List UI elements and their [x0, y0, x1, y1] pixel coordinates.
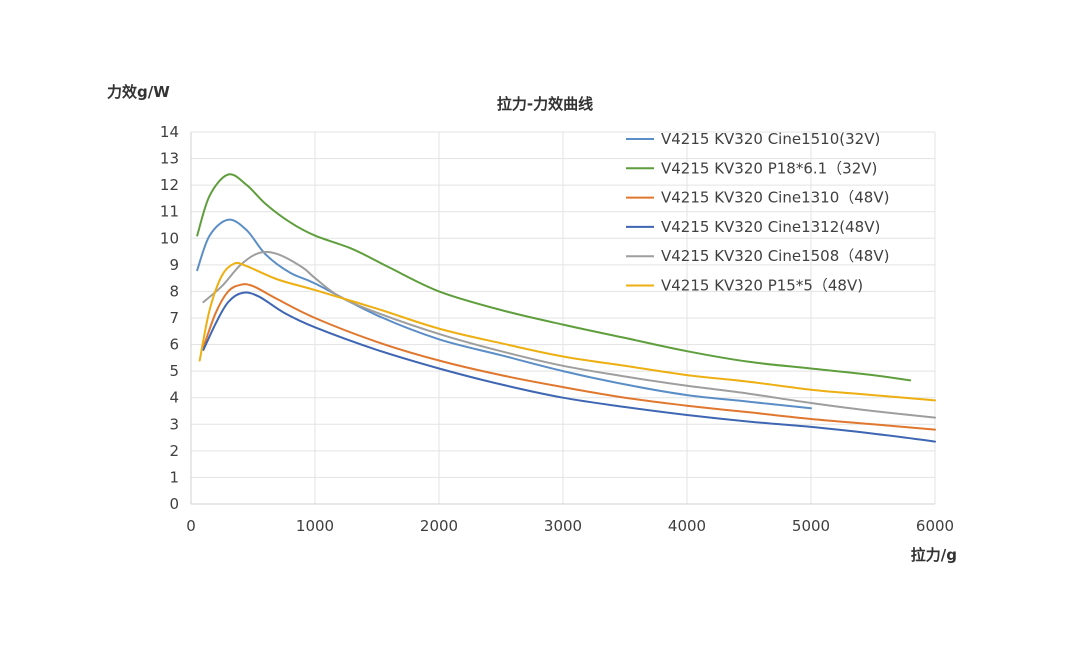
y-tick-label: 5: [169, 362, 179, 380]
legend-label-6: V4215 KV320 P15*5（48V): [661, 277, 863, 295]
y-axis-label: 力效g/W: [107, 83, 170, 101]
x-tick-label: 4000: [668, 517, 706, 535]
legend-label-5: V4215 KV320 Cine1508（48V): [661, 247, 889, 265]
series-line-5: [202, 250, 936, 419]
x-tick-label: 1000: [296, 517, 334, 535]
x-tick-label: 6000: [916, 517, 954, 535]
y-tick-label: 14: [160, 123, 179, 141]
y-tick-label: 7: [169, 309, 179, 327]
x-tick-label: 3000: [544, 517, 582, 535]
series-line-3: [202, 283, 936, 431]
y-tick-label: 8: [169, 282, 179, 300]
series-line-2: [196, 173, 912, 382]
gridlines: [191, 131, 936, 504]
legend-label-2: V4215 KV320 P18*6.1（32V): [661, 159, 877, 177]
x-tick-label: 5000: [792, 517, 830, 535]
y-tick-label: 2: [169, 442, 179, 460]
x-tick-label: 2000: [420, 517, 458, 535]
y-tick-label: 13: [160, 150, 179, 168]
chart-title: 拉力-力效曲线: [497, 95, 593, 113]
y-tick-label: 1: [169, 468, 179, 486]
y-tick-label: 3: [169, 415, 179, 433]
series-layer: [196, 173, 936, 443]
y-tick-label: 9: [169, 256, 179, 274]
y-tick-label: 10: [160, 229, 179, 247]
legend-label-1: V4215 KV320 Cine1510(32V): [661, 130, 880, 148]
y-tick-label: 4: [169, 389, 179, 407]
x-tick-label: 0: [186, 517, 196, 535]
x-axis-label: 拉力/g: [911, 546, 957, 564]
series-line-1: [196, 218, 812, 410]
y-tick-label: 12: [160, 176, 179, 194]
y-tick-label: 0: [169, 495, 179, 513]
legend-label-3: V4215 KV320 Cine1310（48V): [661, 189, 889, 207]
y-tick-label: 11: [160, 203, 179, 221]
series-line-6: [198, 261, 936, 402]
series-line-4: [202, 291, 936, 443]
y-tick-label: 6: [169, 336, 179, 354]
legend-label-4: V4215 KV320 Cine1312(48V): [661, 218, 880, 236]
legend: V4215 KV320 Cine1510(32V) V4215 KV320 P18…: [626, 130, 889, 295]
